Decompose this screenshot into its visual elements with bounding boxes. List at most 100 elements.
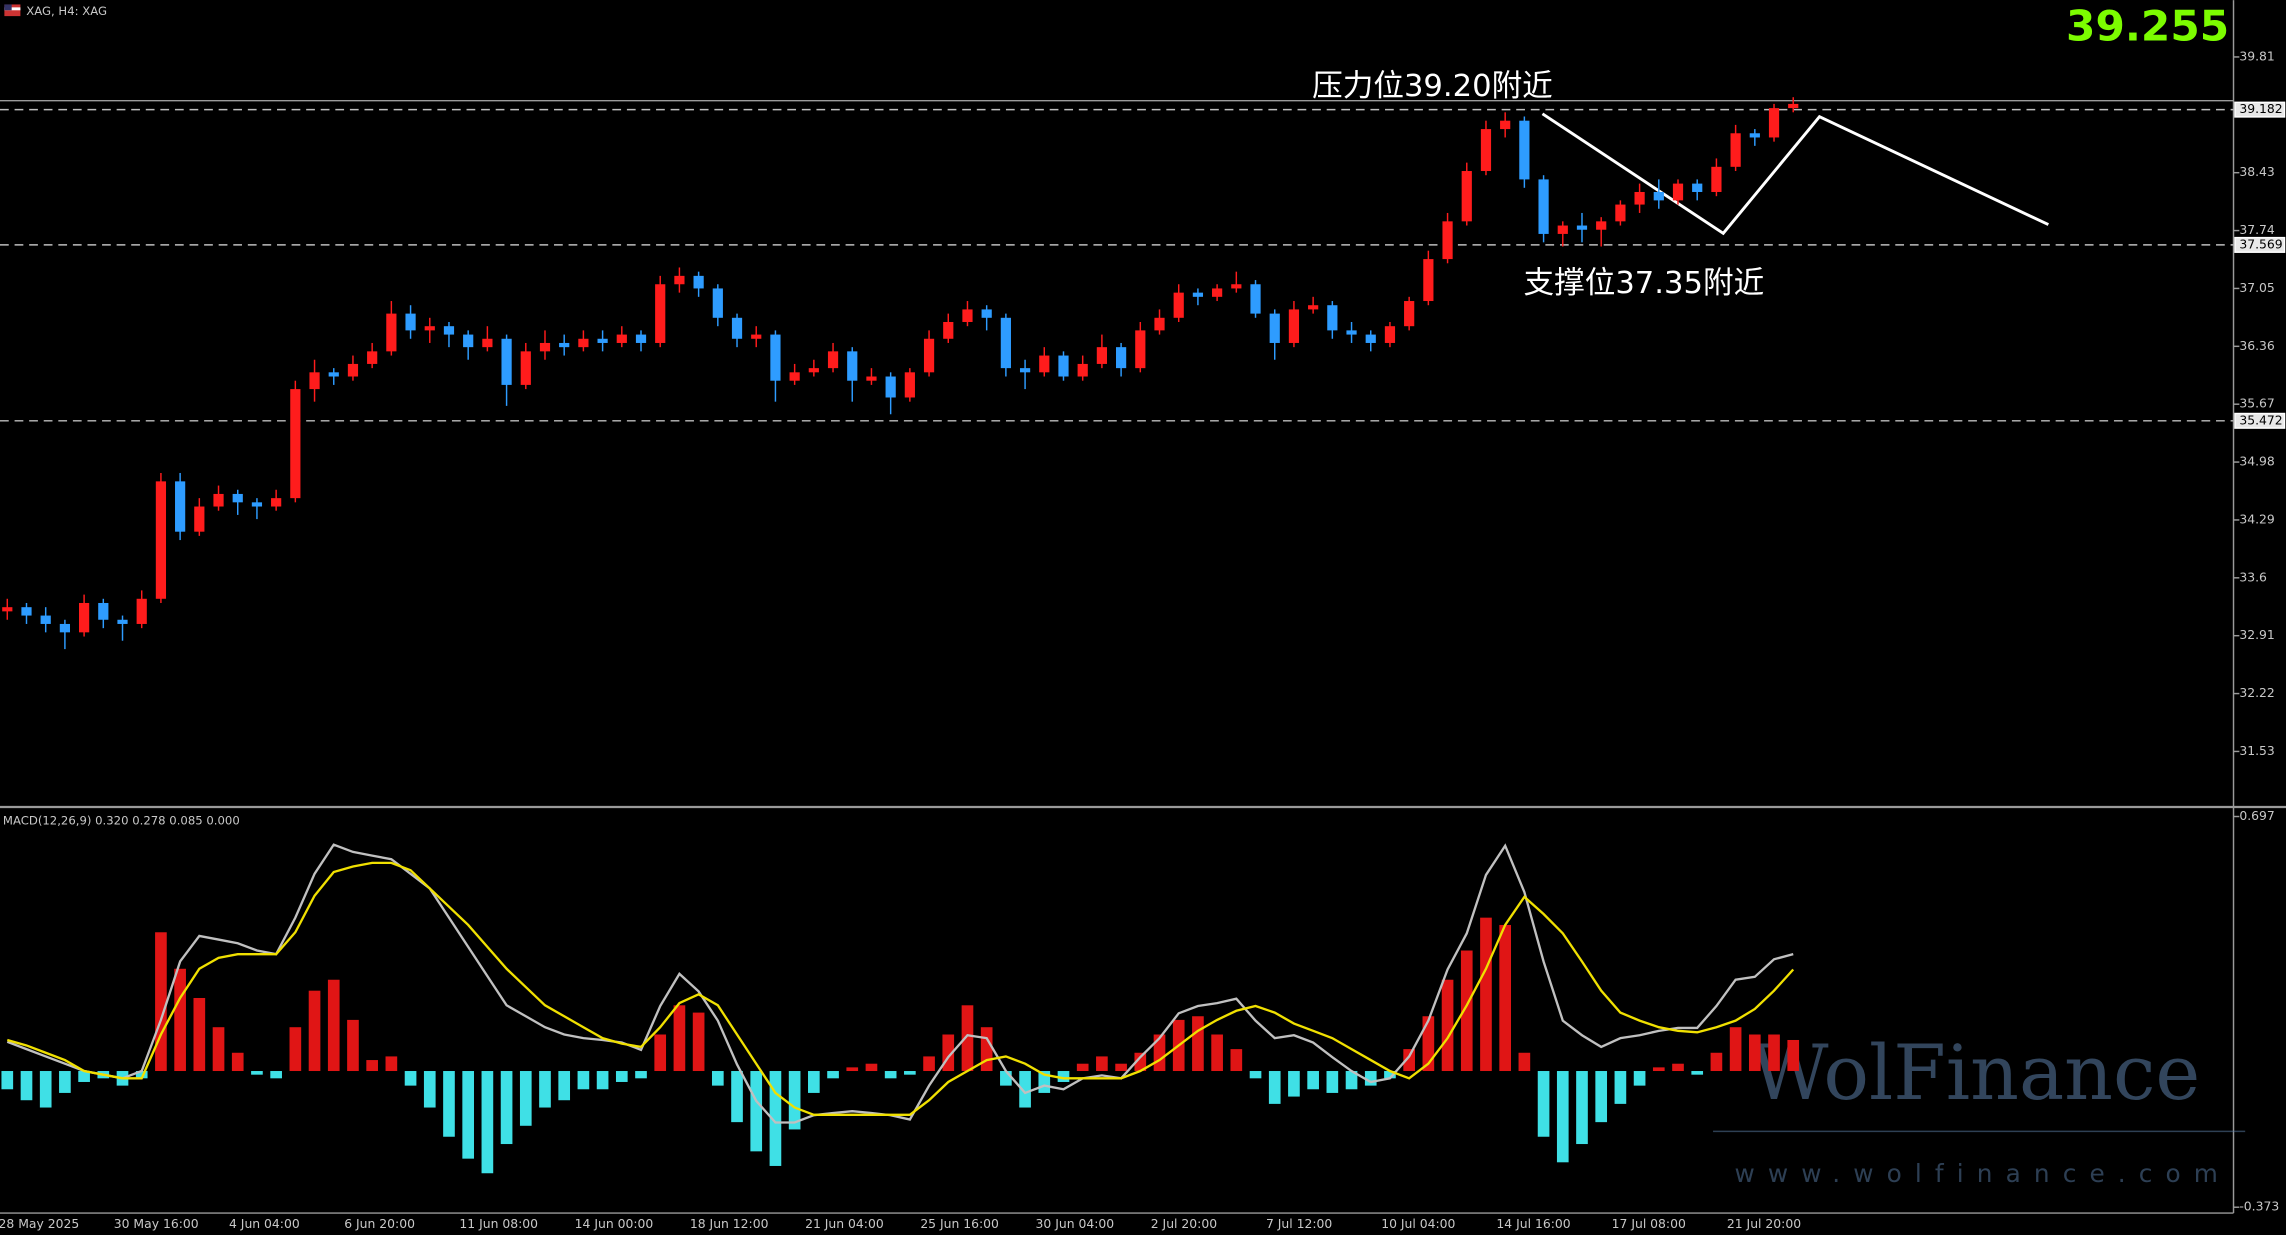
x-tick-label: 7 Jul 12:00: [1266, 1216, 1332, 1231]
candle-body: [1269, 313, 1280, 343]
candle-body: [981, 309, 992, 318]
histogram-bar: [731, 1071, 743, 1123]
candle-body: [616, 334, 627, 343]
histogram-bar: [462, 1071, 475, 1159]
x-tick-label: 21 Jul 20:00: [1727, 1216, 1801, 1231]
histogram-bar: [1710, 1052, 1723, 1072]
candle-body: [1039, 355, 1050, 373]
candle-body: [1442, 221, 1453, 260]
candle-body: [597, 338, 608, 343]
histogram-bar: [270, 1071, 282, 1079]
histogram-bar: [1326, 1071, 1339, 1093]
candle-body: [1423, 259, 1434, 302]
x-tick-label: 11 Jun 08:00: [459, 1216, 538, 1231]
candle-body: [117, 619, 128, 624]
histogram-bar: [1000, 1071, 1012, 1086]
candle-body: [1308, 305, 1319, 310]
histogram-bar: [1537, 1071, 1550, 1137]
histogram-bar: [769, 1071, 782, 1166]
histogram-bar: [1556, 1071, 1569, 1163]
histogram-bar: [1230, 1049, 1243, 1072]
level-label: 35.472: [2239, 412, 2282, 427]
candle-body: [405, 313, 416, 331]
candle-body: [309, 372, 320, 390]
histogram-bar: [1268, 1071, 1281, 1104]
candle-body: [1077, 363, 1088, 377]
candle-body: [1461, 171, 1472, 222]
candle-body: [1519, 120, 1530, 180]
candle-body: [1749, 133, 1760, 138]
level-label-box: [2234, 101, 2286, 118]
histogram-bar: [539, 1071, 551, 1108]
histogram-bar: [78, 1071, 90, 1082]
candle-body: [328, 372, 339, 377]
flag-stripe: [4, 7, 21, 11]
flag-canton: [4, 4, 12, 11]
candle-body: [1576, 225, 1588, 230]
candle-body: [98, 602, 109, 620]
watermark-url: www.wolfinance.com: [1734, 1159, 2231, 1188]
histogram-bar: [519, 1071, 532, 1126]
candle-body: [1788, 103, 1799, 109]
candle-body: [1711, 166, 1722, 192]
histogram-bar: [1384, 1071, 1396, 1079]
histogram-bar: [1595, 1071, 1608, 1123]
histogram-bar: [481, 1071, 494, 1174]
candle-body: [155, 481, 167, 599]
candle-body: [539, 342, 551, 352]
y-tick-label: 39.81: [2239, 48, 2274, 63]
histogram-bar: [1364, 1071, 1377, 1086]
histogram-bar: [577, 1071, 590, 1090]
histogram-bar: [1614, 1071, 1627, 1104]
histogram-bar: [1076, 1063, 1089, 1072]
candle-body: [367, 351, 378, 364]
histogram-bar: [1576, 1071, 1588, 1145]
y-tick-label: 31.53: [2239, 743, 2274, 758]
candle-body: [251, 502, 263, 507]
histogram-bar: [750, 1071, 763, 1152]
histogram-bar: [827, 1071, 839, 1079]
candle-body: [559, 342, 570, 348]
y-tick-label: 32.91: [2239, 627, 2274, 642]
x-tick-label: 25 Jun 16:00: [920, 1216, 999, 1231]
histogram-bar: [1115, 1063, 1127, 1072]
candle-body: [194, 506, 205, 532]
histogram-bar: [1441, 979, 1454, 1072]
histogram-bar: [1499, 924, 1512, 1072]
histogram-bar: [1307, 1071, 1319, 1090]
candle-body: [290, 389, 301, 499]
candle-body: [1327, 305, 1338, 331]
histogram-bar: [155, 932, 167, 1072]
histogram-bar: [404, 1071, 417, 1086]
candle-body: [1115, 347, 1127, 369]
histogram-bar: [1096, 1056, 1108, 1072]
histogram-bar: [1288, 1071, 1300, 1097]
candle-body: [21, 607, 32, 616]
histogram-bar: [673, 1005, 686, 1072]
histogram-bar: [884, 1071, 897, 1079]
histogram-bar: [500, 1071, 513, 1145]
candle-body: [482, 338, 493, 348]
histogram-bar: [615, 1071, 628, 1082]
candle-body: [1365, 334, 1376, 343]
y-tick-label: 34.98: [2239, 454, 2275, 469]
candle-body: [693, 275, 704, 289]
candle-body: [1288, 309, 1300, 343]
candle-body: [386, 313, 397, 352]
level-label-box: [2234, 412, 2286, 429]
histogram-bar: [980, 1027, 993, 1072]
candle-body: [1615, 204, 1626, 222]
histogram-bar: [135, 1071, 148, 1079]
candle-body: [443, 326, 455, 335]
histogram-bar: [443, 1071, 455, 1137]
histogram-bar: [865, 1063, 878, 1072]
y-tick-label: 38.43: [2239, 164, 2274, 179]
candle-body: [1154, 317, 1165, 331]
candle-body: [962, 309, 973, 322]
candle-body: [674, 275, 685, 285]
histogram-bar: [961, 1005, 974, 1072]
histogram-bar: [1518, 1052, 1531, 1072]
histogram-bar: [1192, 1016, 1204, 1072]
